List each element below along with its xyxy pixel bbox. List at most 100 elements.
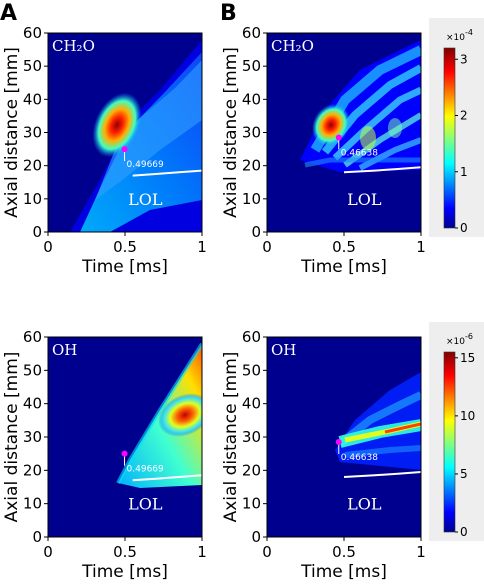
y-tick-label: 20 (242, 461, 261, 479)
annotation-label: 0.46638 (341, 453, 378, 463)
y-tick-label: 60 (242, 24, 261, 42)
x-axis-label: Time [ms] (300, 257, 387, 277)
heatmap-field (335, 372, 421, 470)
y-tick-label: 60 (23, 328, 42, 346)
y-tick-label: 40 (242, 90, 261, 108)
x-tick-label: 1 (416, 543, 426, 561)
annotation-label: 0.49669 (127, 465, 164, 475)
colorbar-background (429, 18, 484, 237)
y-tick-label: 0 (32, 223, 42, 241)
colorbar-frame (443, 47, 456, 229)
y-tick-label: 0 (251, 223, 261, 241)
plot-oh-a (48, 337, 202, 537)
annotation-marker (335, 134, 342, 141)
colorbar-tick-label: 0 (460, 525, 468, 539)
species-label: CH₂O (52, 37, 95, 55)
x-tick-label: 0.5 (113, 238, 137, 256)
x-tick-label: 0 (262, 238, 272, 256)
x-tick-label: 0.5 (113, 543, 137, 561)
annotation-marker (335, 439, 342, 445)
colorbar-tick-label: 15 (460, 351, 475, 365)
y-tick-label: 60 (242, 328, 261, 346)
colorbar-ticks: 0 5 10 15 (443, 351, 475, 539)
colorbar-frame (443, 351, 456, 533)
y-tick-label: 10 (242, 495, 261, 513)
x-tick-label: 1 (197, 543, 207, 561)
plot-oh-b (267, 337, 421, 537)
colorbar-tick-label: 2 (460, 109, 468, 123)
x-tick-label: 0 (43, 238, 53, 256)
colorbar-tick-label: 1 (460, 165, 468, 179)
annotation-marker (121, 146, 128, 153)
x-tick-label: 0 (262, 543, 272, 561)
y-tick-label: 10 (23, 190, 42, 208)
panel-label-b: B (220, 1, 237, 26)
lol-line (132, 474, 203, 482)
colorbar-scale (444, 352, 455, 532)
y-axis-label: Axial distance [mm] (2, 352, 22, 523)
y-tick-label: 40 (23, 395, 42, 413)
colorbar-ch2o: ×10-4 0 1 2 3 (429, 18, 484, 237)
y-tick-label: 40 (242, 395, 261, 413)
y-tick-label: 60 (23, 24, 42, 42)
species-label: OH (52, 341, 77, 359)
x-tick-label: 0 (43, 543, 53, 561)
panel-label-a: A (0, 1, 17, 26)
y-tick-label: 50 (242, 57, 261, 75)
species-label: CH₂O (271, 37, 314, 55)
y-tick-label: 20 (23, 157, 42, 175)
lol-line (132, 169, 203, 177)
y-tick-label: 0 (32, 528, 42, 546)
y-tick-label: 10 (23, 495, 42, 513)
heatmap-field (300, 40, 421, 172)
heatmap-field (70, 40, 202, 232)
colorbar-multiplier: ×10-4 (446, 28, 473, 43)
annotation-label: 0.49669 (127, 160, 164, 170)
lol-line (343, 166, 422, 174)
y-tick-label: 30 (23, 428, 42, 446)
y-tick-label: 30 (242, 124, 261, 142)
y-tick-label: 50 (242, 361, 261, 379)
heatmap-field (116, 342, 202, 488)
colorbar-ticks: 0 1 2 3 (443, 47, 468, 235)
lol-line (343, 471, 422, 478)
colorbar-multiplier: ×10-6 (446, 332, 473, 347)
y-tick-label: 20 (242, 157, 261, 175)
x-axis-label: Time [ms] (81, 257, 168, 277)
colorbar-tick-label: 0 (460, 221, 468, 235)
y-axis-label: Axial distance [mm] (221, 352, 241, 523)
lol-label: LOL (128, 190, 163, 209)
annotation-marker (121, 450, 128, 457)
plot-ch2o-b (267, 33, 421, 232)
y-tick-label: 30 (23, 124, 42, 142)
y-tick-label: 0 (251, 528, 261, 546)
y-tick-label: 10 (242, 190, 261, 208)
y-tick-label: 30 (242, 428, 261, 446)
y-tick-label: 40 (23, 90, 42, 108)
colorbar-scale (444, 48, 455, 228)
y-tick-label: 50 (23, 361, 42, 379)
x-axis-label: Time [ms] (300, 562, 387, 582)
colorbar-tick-label: 10 (460, 409, 475, 423)
y-tick-label: 50 (23, 57, 42, 75)
x-tick-label: 0.5 (332, 543, 356, 561)
x-tick-label: 1 (197, 238, 207, 256)
y-tick-label: 20 (23, 461, 42, 479)
x-tick-label: 1 (416, 238, 426, 256)
y-axis-label: Axial distance [mm] (2, 47, 22, 218)
plot-ch2o-a (48, 33, 202, 232)
species-label: OH (271, 341, 296, 359)
colorbar-tick-label: 3 (460, 52, 468, 66)
lol-label: LOL (128, 495, 163, 514)
annotation-label: 0.46638 (341, 148, 378, 158)
colorbar-background (429, 322, 484, 541)
colorbar-oh: ×10-6 0 5 10 15 (429, 322, 484, 541)
lol-label: LOL (347, 495, 382, 514)
colorbar-tick-label: 5 (460, 467, 468, 481)
